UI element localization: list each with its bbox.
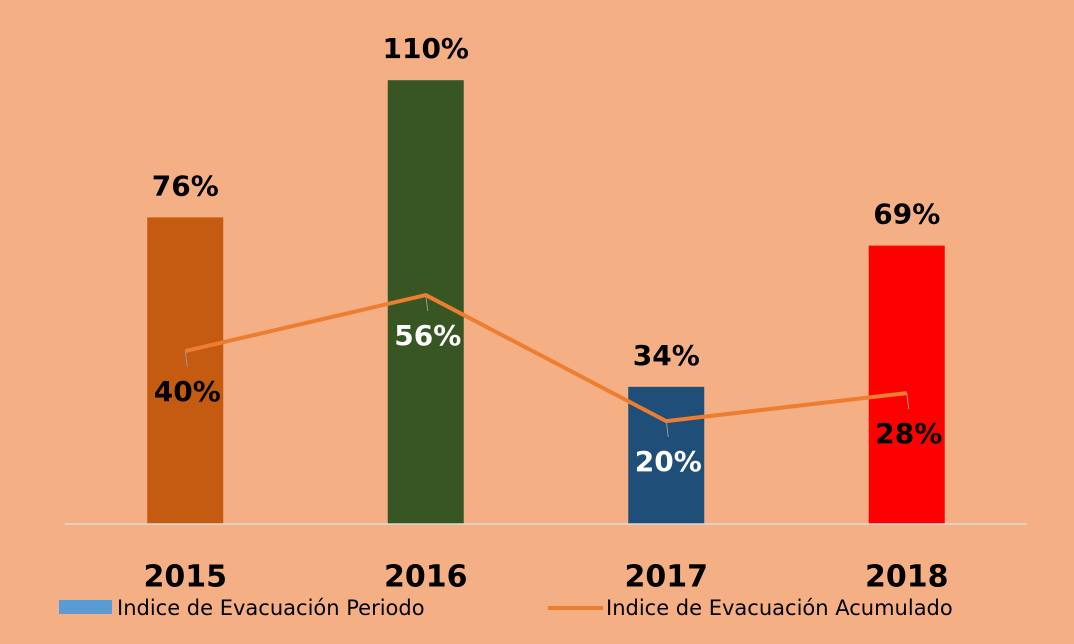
x-tick-label: 2015 (144, 560, 228, 595)
data-label: 56% (394, 319, 461, 352)
leader-line (906, 393, 910, 410)
x-tick-label: 2017 (625, 560, 709, 595)
data-label: 40% (154, 375, 221, 408)
data-label: 69% (873, 198, 940, 231)
leader-line (425, 295, 429, 312)
legend-label: Indice de Evacuación Periodo (117, 596, 425, 620)
data-label: 28% (875, 417, 942, 450)
x-tick-label: 2018 (865, 560, 949, 595)
leader-line (184, 351, 188, 368)
bar (868, 245, 945, 524)
data-label: 20% (635, 445, 702, 478)
x-tick-label: 2016 (384, 560, 468, 595)
leader-line (665, 421, 669, 438)
bar (147, 217, 224, 524)
legend-swatch (59, 600, 112, 614)
data-label: 76% (152, 169, 219, 202)
data-label: 110% (382, 32, 469, 65)
data-label: 34% (633, 339, 700, 372)
line (184, 293, 907, 424)
legend-label: Indice de Evacuación Acumulado (606, 596, 953, 620)
